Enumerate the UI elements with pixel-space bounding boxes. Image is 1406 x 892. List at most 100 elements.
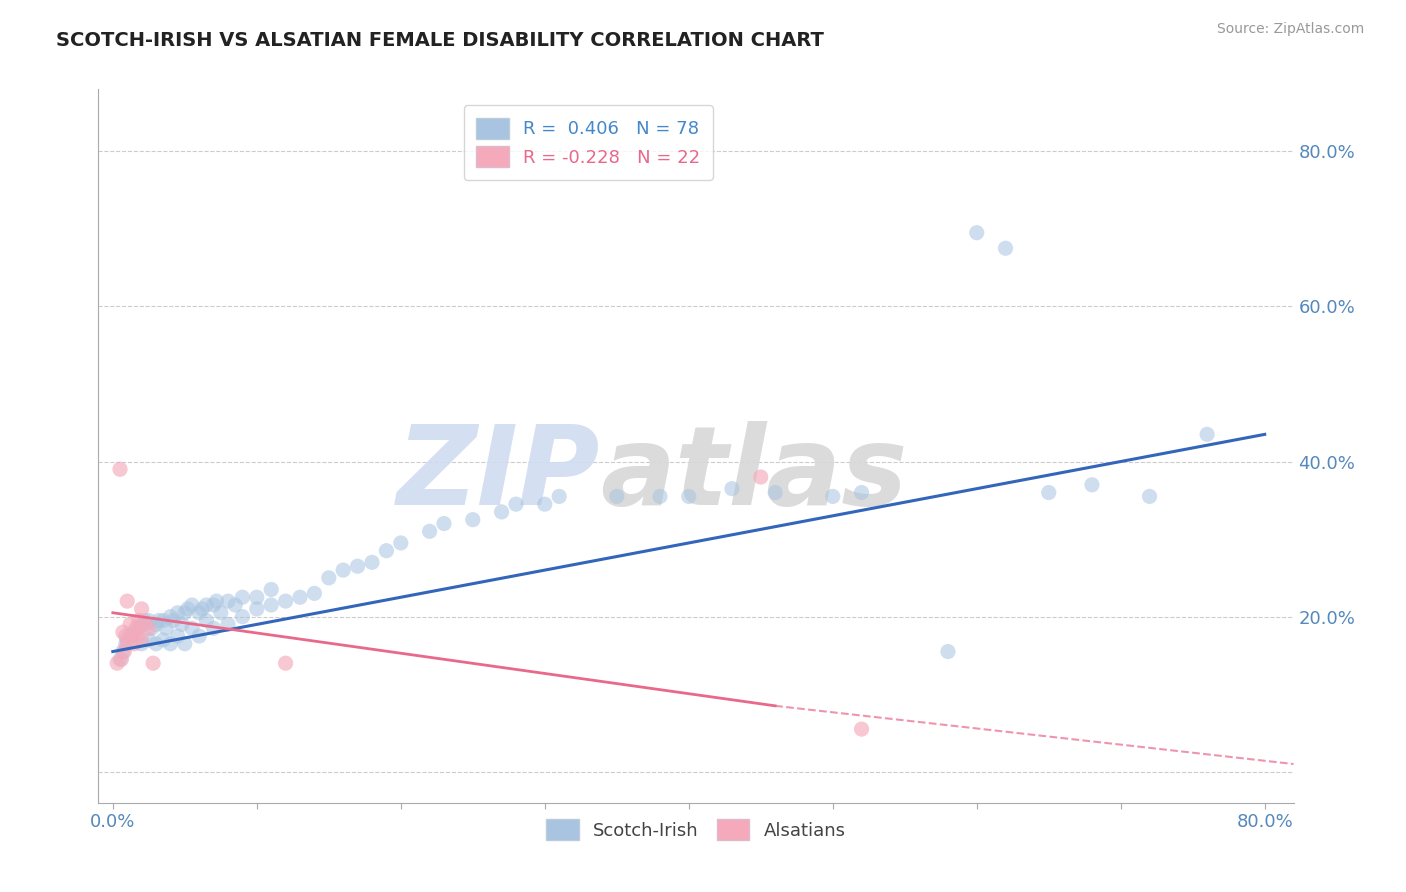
Point [131, 637, 153, 651]
Point [124, 637, 146, 651]
Point [648, 490, 671, 504]
Point [994, 241, 1017, 255]
Legend: Scotch-Irish, Alsatians: Scotch-Irish, Alsatians [538, 812, 853, 847]
Point [173, 637, 195, 651]
Text: atlas: atlas [600, 421, 908, 528]
Point [274, 656, 297, 670]
Point [138, 632, 160, 647]
Point [134, 617, 156, 632]
Point [131, 617, 153, 632]
Point [288, 591, 311, 605]
Point [763, 485, 786, 500]
Point [159, 609, 181, 624]
Point [122, 629, 145, 643]
Point [318, 571, 340, 585]
Point [678, 490, 700, 504]
Point [148, 614, 170, 628]
Point [217, 594, 239, 608]
Point [128, 621, 150, 635]
Point [145, 617, 167, 632]
Point [246, 602, 269, 616]
Point [195, 598, 218, 612]
Point [120, 617, 142, 632]
Point [1139, 490, 1161, 504]
Point [166, 606, 188, 620]
Point [152, 614, 174, 628]
Point [346, 559, 368, 574]
Point [108, 652, 131, 666]
Point [749, 470, 772, 484]
Point [217, 617, 239, 632]
Point [111, 644, 134, 658]
Point [246, 591, 269, 605]
Point [176, 602, 198, 616]
Point [181, 598, 204, 612]
Point [188, 606, 211, 620]
Point [260, 582, 283, 597]
Point [155, 621, 177, 635]
Point [162, 614, 184, 628]
Point [195, 614, 218, 628]
Point [361, 555, 384, 569]
Point [1081, 477, 1104, 491]
Point [505, 497, 527, 511]
Text: Source: ZipAtlas.com: Source: ZipAtlas.com [1216, 22, 1364, 37]
Point [138, 614, 160, 628]
Point [332, 563, 354, 577]
Point [202, 621, 225, 635]
Point [105, 656, 128, 670]
Point [111, 625, 134, 640]
Point [721, 482, 744, 496]
Point [851, 485, 873, 500]
Point [159, 637, 181, 651]
Point [224, 598, 246, 612]
Point [274, 594, 297, 608]
Point [1038, 485, 1060, 500]
Point [231, 591, 253, 605]
Point [166, 629, 188, 643]
Point [173, 606, 195, 620]
Point [461, 513, 484, 527]
Point [205, 594, 228, 608]
Point [851, 722, 873, 736]
Point [548, 490, 571, 504]
Point [110, 652, 132, 666]
Point [966, 226, 988, 240]
Point [260, 598, 283, 612]
Point [112, 644, 135, 658]
Point [115, 637, 138, 651]
Point [138, 621, 160, 635]
Point [419, 524, 441, 539]
Point [170, 617, 193, 632]
Point [936, 644, 959, 658]
Point [142, 656, 165, 670]
Point [231, 609, 253, 624]
Point [114, 629, 136, 643]
Text: SCOTCH-IRISH VS ALSATIAN FEMALE DISABILITY CORRELATION CHART: SCOTCH-IRISH VS ALSATIAN FEMALE DISABILI… [56, 31, 824, 50]
Point [131, 632, 153, 647]
Point [389, 536, 412, 550]
Point [124, 625, 146, 640]
Point [209, 606, 232, 620]
Point [181, 621, 204, 635]
Point [606, 490, 628, 504]
Point [375, 543, 398, 558]
Point [202, 598, 225, 612]
Point [115, 594, 138, 608]
Point [821, 490, 844, 504]
Point [188, 629, 211, 643]
Point [115, 632, 138, 647]
Point [141, 621, 163, 635]
Point [125, 621, 148, 635]
Point [433, 516, 456, 531]
Text: ZIP: ZIP [396, 421, 600, 528]
Point [304, 586, 326, 600]
Point [134, 614, 156, 628]
Point [191, 602, 214, 616]
Point [491, 505, 513, 519]
Point [108, 462, 131, 476]
Point [127, 629, 149, 643]
Point [120, 629, 142, 643]
Point [114, 637, 136, 651]
Point [152, 632, 174, 647]
